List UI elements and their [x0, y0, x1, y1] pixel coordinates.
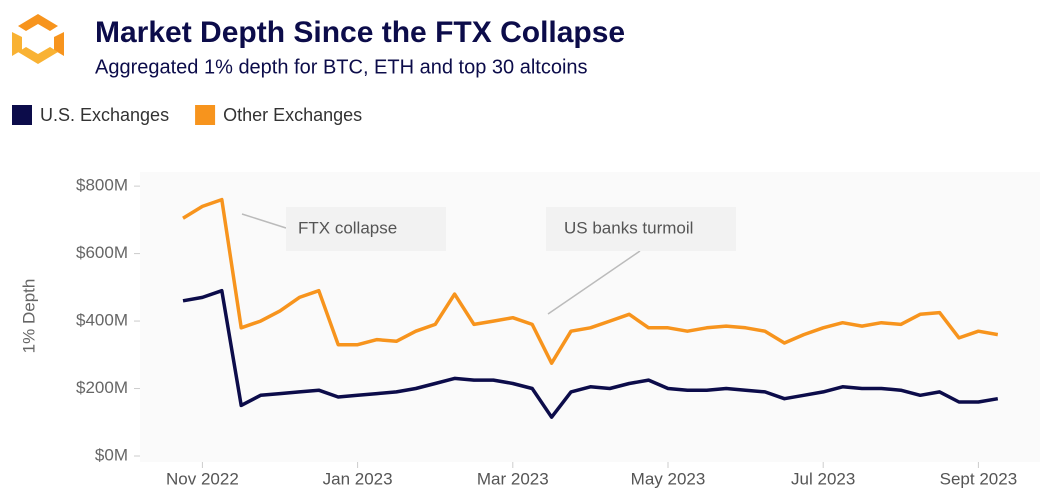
- x-tick-label: Sept 2023: [940, 469, 1018, 488]
- x-tick-label: Nov 2022: [166, 469, 239, 488]
- chart-subtitle: Aggregated 1% depth for BTC, ETH and top…: [95, 56, 588, 78]
- y-tick-label: $0M: [95, 445, 128, 464]
- legend-label: Other Exchanges: [223, 105, 362, 125]
- y-tick-label: $600M: [76, 243, 128, 262]
- annotation-box: [286, 207, 446, 251]
- x-tick-label: May 2023: [631, 469, 706, 488]
- series-line: [182, 288, 999, 419]
- logo-part: [18, 47, 58, 64]
- series-line: [182, 197, 999, 365]
- plot: $0M $200M $400M $600M $800M Nov 2022 Jan 2023 M…: [76, 176, 1017, 489]
- logo-part: [18, 14, 58, 31]
- annotation-text: US banks turmoil: [564, 218, 693, 237]
- legend-swatch: [195, 105, 216, 125]
- annotation-box: [546, 207, 736, 251]
- annotation-banks: US banks turmoil: [546, 207, 736, 315]
- chart-title: Market Depth Since the FTX Collapse: [95, 16, 625, 49]
- y-tick-label: $200M: [76, 378, 128, 397]
- y-tick-label: $400M: [76, 311, 128, 330]
- y-axis-label: 1% Depth: [19, 279, 38, 354]
- logo-part: [12, 32, 22, 56]
- x-tick-label: Jan 2023: [323, 469, 393, 488]
- annotation-connector: [547, 250, 641, 315]
- annotation-text: FTX collapse: [298, 218, 397, 237]
- annotation-connector: [241, 213, 287, 229]
- legend-label: U.S. Exchanges: [40, 105, 169, 125]
- annotation-ftx: FTX collapse: [241, 207, 446, 251]
- y-tick-label: $800M: [76, 176, 128, 195]
- legend: U.S. Exchanges Other Exchanges: [12, 105, 362, 125]
- logo-part: [54, 32, 64, 56]
- x-tick-label: Mar 2023: [477, 469, 549, 488]
- logo: [12, 14, 64, 64]
- x-tick-label: Jul 2023: [791, 469, 855, 488]
- legend-swatch: [12, 105, 32, 125]
